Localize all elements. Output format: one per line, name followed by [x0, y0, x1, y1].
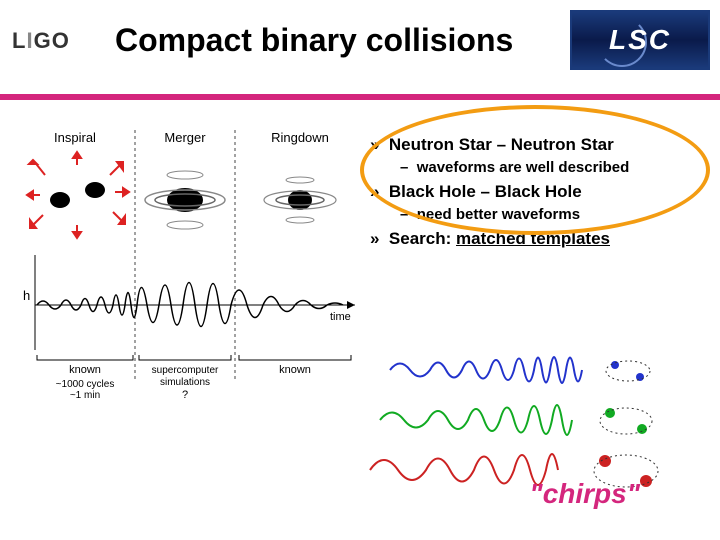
bullet-bh-sub: – need better waveforms — [400, 206, 710, 223]
label-supercomp1: supercomputer — [152, 365, 219, 376]
bullet-search: » Search: matched templates — [370, 229, 710, 249]
bullet-ns: » Neutron Star – Neutron Star — [370, 135, 710, 155]
label-known2: known — [279, 364, 311, 376]
chirp-green — [380, 405, 572, 435]
inspiral-cartoon — [27, 152, 129, 238]
label-time: time — [330, 311, 351, 323]
merger-svg: Inspiral Merger Ringdown — [15, 120, 365, 400]
label-h: h — [23, 288, 30, 303]
chirps-label: "chirps" — [529, 478, 640, 510]
header-divider — [0, 94, 720, 98]
label-supercomp2: simulations — [160, 377, 210, 388]
bullet-list: » Neutron Star – Neutron Star – waveform… — [370, 135, 710, 253]
slide-header: LIGO Compact binary collisions LSC — [0, 0, 720, 90]
label-known1: known — [69, 364, 101, 376]
matched-templates-link: matched templates — [456, 229, 610, 248]
ringdown-cartoon — [264, 177, 336, 223]
bullet-bh: » Black Hole – Black Hole — [370, 182, 710, 202]
lsc-logo: LSC — [570, 10, 710, 70]
merger-diagram: Inspiral Merger Ringdown — [15, 120, 365, 400]
label-ringdown: Ringdown — [271, 130, 329, 145]
lsc-text: LSC — [609, 24, 671, 56]
slide-title: Compact binary collisions — [115, 22, 513, 59]
chirp-blue — [390, 357, 582, 383]
ligo-logo: LIGO — [12, 28, 70, 54]
label-merger: Merger — [164, 130, 206, 145]
merger-cartoon — [145, 171, 225, 229]
label-cycles2: ~1 min — [70, 390, 100, 400]
label-qmark: ? — [182, 389, 188, 400]
label-inspiral: Inspiral — [54, 130, 96, 145]
label-cycles1: ~1000 cycles — [56, 379, 115, 390]
bullet-ns-sub: – waveforms are well described — [400, 159, 710, 176]
